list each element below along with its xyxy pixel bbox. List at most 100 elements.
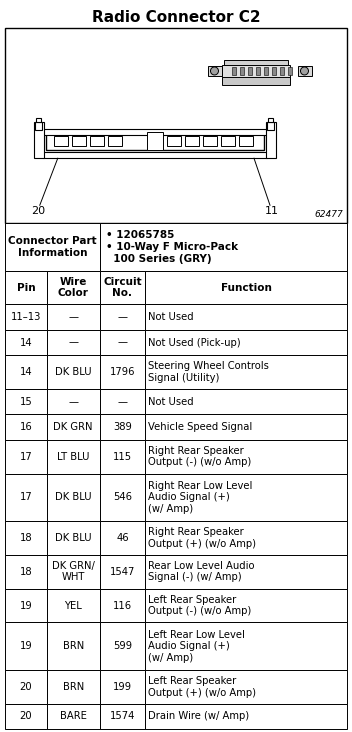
Bar (100, 555, 145, 589)
Bar (90, 136, 104, 146)
Bar (108, 136, 122, 146)
Bar (100, 589, 145, 622)
Bar (167, 136, 181, 146)
Text: Steering Wheel Controls
Signal (Utility): Steering Wheel Controls Signal (Utility) (148, 362, 269, 383)
Text: 15: 15 (19, 397, 32, 407)
Bar (145, 389, 347, 414)
Text: 46: 46 (116, 533, 129, 543)
Bar (232, 67, 237, 75)
Bar (5, 223, 100, 271)
Bar (35, 122, 42, 130)
Bar (47, 555, 100, 589)
Bar (145, 440, 347, 474)
Bar (267, 122, 274, 130)
Bar (5, 330, 47, 355)
Bar (100, 670, 145, 703)
Bar (5, 440, 47, 474)
Bar (47, 589, 100, 622)
Bar (34, 122, 44, 158)
Bar (100, 271, 145, 305)
Bar (5, 271, 47, 305)
Text: 16: 16 (19, 422, 32, 432)
Text: 599: 599 (113, 641, 132, 651)
Bar (54, 136, 68, 146)
Text: BRN: BRN (63, 681, 84, 692)
Bar (100, 330, 145, 355)
Text: —: — (68, 337, 78, 348)
Circle shape (301, 67, 308, 75)
Bar (281, 67, 284, 75)
Text: Wire
Color: Wire Color (58, 277, 89, 299)
Text: LT BLU: LT BLU (57, 452, 89, 462)
Bar (72, 136, 86, 146)
Text: BRN: BRN (63, 641, 84, 651)
Bar (5, 703, 47, 729)
Bar (257, 67, 260, 75)
Bar (5, 355, 47, 389)
Bar (47, 389, 100, 414)
Bar (43, 152, 267, 158)
Text: Right Rear Speaker
Output (+) (w/o Amp): Right Rear Speaker Output (+) (w/o Amp) (148, 527, 256, 549)
Bar (145, 670, 347, 703)
Text: 11–13: 11–13 (11, 312, 41, 322)
Text: DK GRN/
WHT: DK GRN/ WHT (52, 561, 95, 583)
Bar (145, 474, 347, 521)
Text: 17: 17 (19, 493, 32, 502)
Text: DK GRN: DK GRN (54, 422, 93, 432)
Bar (100, 440, 145, 474)
Bar (249, 67, 252, 75)
Text: Left Rear Low Level
Audio Signal (+)
(w/ Amp): Left Rear Low Level Audio Signal (+) (w/… (148, 630, 245, 662)
Bar (47, 330, 100, 355)
Bar (47, 474, 100, 521)
Bar (145, 589, 347, 622)
Bar (272, 67, 276, 75)
Text: DK BLU: DK BLU (55, 367, 92, 377)
Bar (100, 389, 145, 414)
Bar (47, 305, 100, 330)
Text: Right Rear Speaker
Output (-) (w/o Amp): Right Rear Speaker Output (-) (w/o Amp) (148, 446, 251, 468)
Text: 17: 17 (19, 452, 32, 462)
Text: 19: 19 (19, 600, 32, 610)
Text: 389: 389 (113, 422, 132, 432)
Bar (185, 136, 199, 146)
Bar (240, 67, 245, 75)
Text: 14: 14 (20, 367, 32, 377)
Bar (100, 223, 347, 271)
Bar (145, 305, 347, 330)
Bar (203, 136, 217, 146)
Bar (47, 355, 100, 389)
Bar (266, 122, 276, 158)
Bar (225, 60, 289, 65)
Text: YEL: YEL (64, 600, 82, 610)
Bar (47, 521, 100, 555)
Bar (5, 521, 47, 555)
Text: —: — (118, 397, 127, 407)
Bar (289, 67, 293, 75)
Text: 11: 11 (265, 206, 279, 216)
Bar (43, 130, 267, 135)
Bar (222, 77, 290, 85)
Bar (5, 28, 347, 223)
Bar (5, 670, 47, 703)
Text: Function: Function (221, 283, 271, 293)
Text: 20: 20 (31, 206, 45, 216)
Text: 199: 199 (113, 681, 132, 692)
Text: DK BLU: DK BLU (55, 533, 92, 543)
Text: 18: 18 (20, 533, 32, 543)
Circle shape (210, 67, 219, 75)
Text: Not Used (Pick-up): Not Used (Pick-up) (148, 337, 241, 348)
Text: 546: 546 (113, 493, 132, 502)
Bar (46, 132, 264, 150)
Text: DK BLU: DK BLU (55, 493, 92, 502)
Text: Rear Low Level Audio
Signal (-) (w/ Amp): Rear Low Level Audio Signal (-) (w/ Amp) (148, 561, 255, 583)
Bar (100, 355, 145, 389)
Text: 19: 19 (19, 641, 32, 651)
Bar (264, 67, 269, 75)
Text: Left Rear Speaker
Output (-) (w/o Amp): Left Rear Speaker Output (-) (w/o Amp) (148, 594, 251, 616)
Bar (147, 132, 163, 150)
Text: 14: 14 (20, 337, 32, 348)
Bar (47, 271, 100, 305)
Text: BARE: BARE (60, 712, 87, 721)
Text: —: — (118, 312, 127, 322)
Text: —: — (118, 337, 127, 348)
